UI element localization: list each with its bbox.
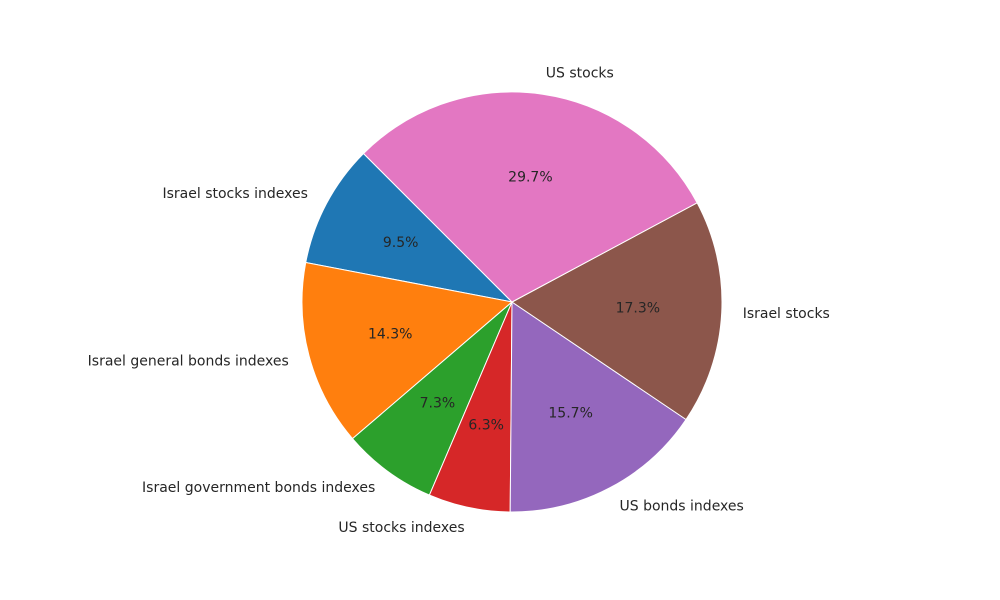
percent-label-israel-general-bonds-indexes: 14.3% [368, 326, 412, 342]
pie-slice-israel-stocks-indexes [305, 153, 513, 303]
percent-labels-layer: 9.5% 14.3% 7.3% 6.3% 15.7% 17.3% 29.7% [368, 169, 660, 433]
pie-slice-israel-general-bonds-indexes [301, 262, 513, 440]
category-label-israel-stocks: Israel stocks [743, 306, 830, 322]
category-labels-layer: Israel stocks indexes Israel general bond… [88, 65, 830, 536]
percent-label-us-stocks-indexes: 6.3% [468, 417, 504, 433]
category-label-us-stocks: US stocks [546, 65, 614, 81]
percent-label-israel-stocks: 17.3% [616, 300, 660, 316]
category-label-us-bonds-indexes: US bonds indexes [620, 498, 744, 514]
pie-slice-israel-stocks [511, 202, 723, 421]
slices-layer [301, 91, 723, 513]
percent-label-israel-government-bonds-indexes: 7.3% [420, 396, 456, 412]
percent-label-israel-stocks-indexes: 9.5% [383, 235, 419, 251]
pie-slice-us-bonds-indexes [509, 301, 687, 513]
category-label-israel-stocks-indexes: Israel stocks indexes [162, 186, 307, 202]
category-label-israel-general-bonds-indexes: Israel general bonds indexes [88, 353, 289, 369]
percent-label-us-stocks: 29.7% [508, 169, 552, 185]
category-label-israel-government-bonds-indexes: Israel government bonds indexes [142, 480, 375, 496]
pie-slice-us-stocks [363, 91, 698, 303]
percent-label-us-bonds-indexes: 15.7% [548, 406, 592, 422]
category-label-us-stocks-indexes: US stocks indexes [338, 520, 464, 536]
